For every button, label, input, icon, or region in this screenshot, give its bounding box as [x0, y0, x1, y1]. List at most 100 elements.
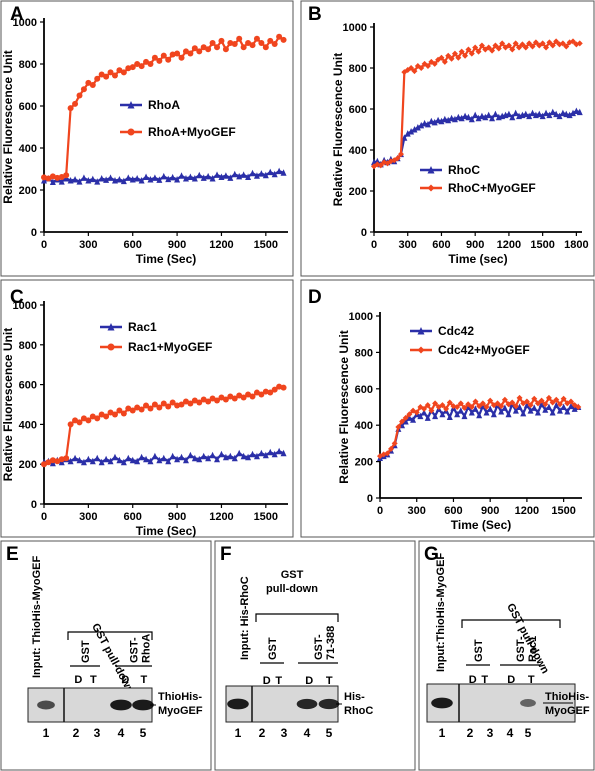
data-point [134, 174, 141, 182]
lane-number: 3 [94, 726, 101, 740]
y-tick-label: 1000 [13, 300, 37, 312]
x-tick-label: 900 [481, 505, 499, 517]
data-point [465, 401, 472, 408]
data-point [94, 454, 101, 462]
lane-sublabel: D [121, 674, 129, 686]
y-tick-label: 0 [367, 493, 373, 505]
charts-layer: A 0 200 400 600 800 1000 0 300 600 900 1200 1500 Time… [1, 4, 589, 538]
data-point [445, 52, 452, 59]
data-point [478, 112, 485, 120]
data-point [443, 405, 450, 412]
data-point [421, 119, 428, 127]
panel-frame-d [300, 279, 595, 538]
data-point [431, 60, 438, 67]
data-point [151, 54, 158, 61]
x-axis-label: Time (Sec) [136, 252, 196, 266]
data-point [431, 118, 438, 126]
data-point [424, 120, 431, 128]
series-line [43, 385, 284, 466]
y-tick-label: 200 [19, 185, 37, 197]
lane-sublabel: D [74, 674, 82, 686]
data-point [143, 173, 150, 180]
data-point [457, 400, 464, 407]
y-tick-label: 800 [349, 63, 367, 75]
data-point [458, 114, 465, 122]
data-point [520, 409, 527, 417]
series-rhoc [371, 107, 583, 168]
data-point [391, 440, 398, 447]
data-point [465, 113, 472, 121]
data-point [516, 44, 523, 51]
data-point [455, 54, 462, 61]
data-point [280, 169, 287, 176]
lane-number: 1 [439, 726, 446, 740]
data-point [236, 172, 243, 180]
lane-sublabel: T [90, 674, 97, 686]
data-point [428, 407, 435, 414]
data-point [138, 453, 145, 461]
pulldown-label-group: GST pull-down [266, 569, 318, 595]
data-point [476, 403, 483, 410]
data-point [553, 401, 560, 409]
data-point [151, 452, 158, 460]
data-point [245, 173, 252, 180]
series-rhoa [41, 167, 287, 186]
data-point [494, 400, 501, 407]
data-point [276, 447, 283, 455]
data-point [63, 172, 70, 179]
data-point [160, 400, 167, 407]
x-tick-label: 1200 [515, 505, 539, 517]
data-point [49, 178, 56, 186]
data-point [539, 40, 546, 47]
data-point [103, 413, 110, 420]
data-point [411, 68, 418, 75]
data-point [532, 39, 539, 46]
data-point [384, 450, 391, 457]
data-point [501, 404, 508, 411]
data-point [490, 410, 497, 418]
data-point [406, 414, 413, 421]
data-point [111, 72, 118, 79]
data-point [489, 114, 496, 122]
data-point [222, 396, 229, 403]
data-point [567, 398, 574, 405]
y-tick-label: 800 [19, 340, 37, 352]
data-point [196, 48, 203, 55]
data-point [151, 174, 158, 181]
lane-number: 2 [467, 726, 474, 740]
protein-band [318, 698, 340, 710]
chart-panel-a: A 0 200 400 600 800 1000 0 300 600 900 1200 1500 Time… [1, 4, 288, 266]
data-point [424, 402, 431, 409]
data-point [451, 50, 458, 57]
y-axis-label: Relative Fluorescence Unit [1, 328, 15, 481]
data-point [209, 174, 216, 182]
data-point [107, 343, 115, 351]
series-cdc42-myogef [377, 394, 582, 460]
data-point [67, 421, 74, 428]
data-point [125, 454, 132, 462]
data-point [89, 457, 96, 465]
x-tick-label: 0 [371, 239, 377, 251]
x-tick-label: 1200 [209, 511, 233, 523]
data-point [468, 115, 475, 123]
data-point [72, 100, 79, 107]
data-point [516, 403, 523, 410]
data-point [498, 403, 505, 410]
data-point [120, 177, 127, 185]
data-point [156, 404, 163, 411]
y-tick-label: 200 [349, 186, 367, 198]
data-point [475, 48, 482, 55]
pulldown-bracket [461, 619, 561, 628]
data-point [196, 399, 203, 406]
data-point [406, 411, 413, 418]
x-tick-label: 600 [432, 239, 450, 251]
data-point [72, 454, 79, 462]
data-point [231, 170, 238, 178]
data-point [267, 168, 274, 176]
data-point [276, 167, 283, 175]
panel-frame-a [0, 0, 294, 277]
data-point [519, 41, 526, 48]
